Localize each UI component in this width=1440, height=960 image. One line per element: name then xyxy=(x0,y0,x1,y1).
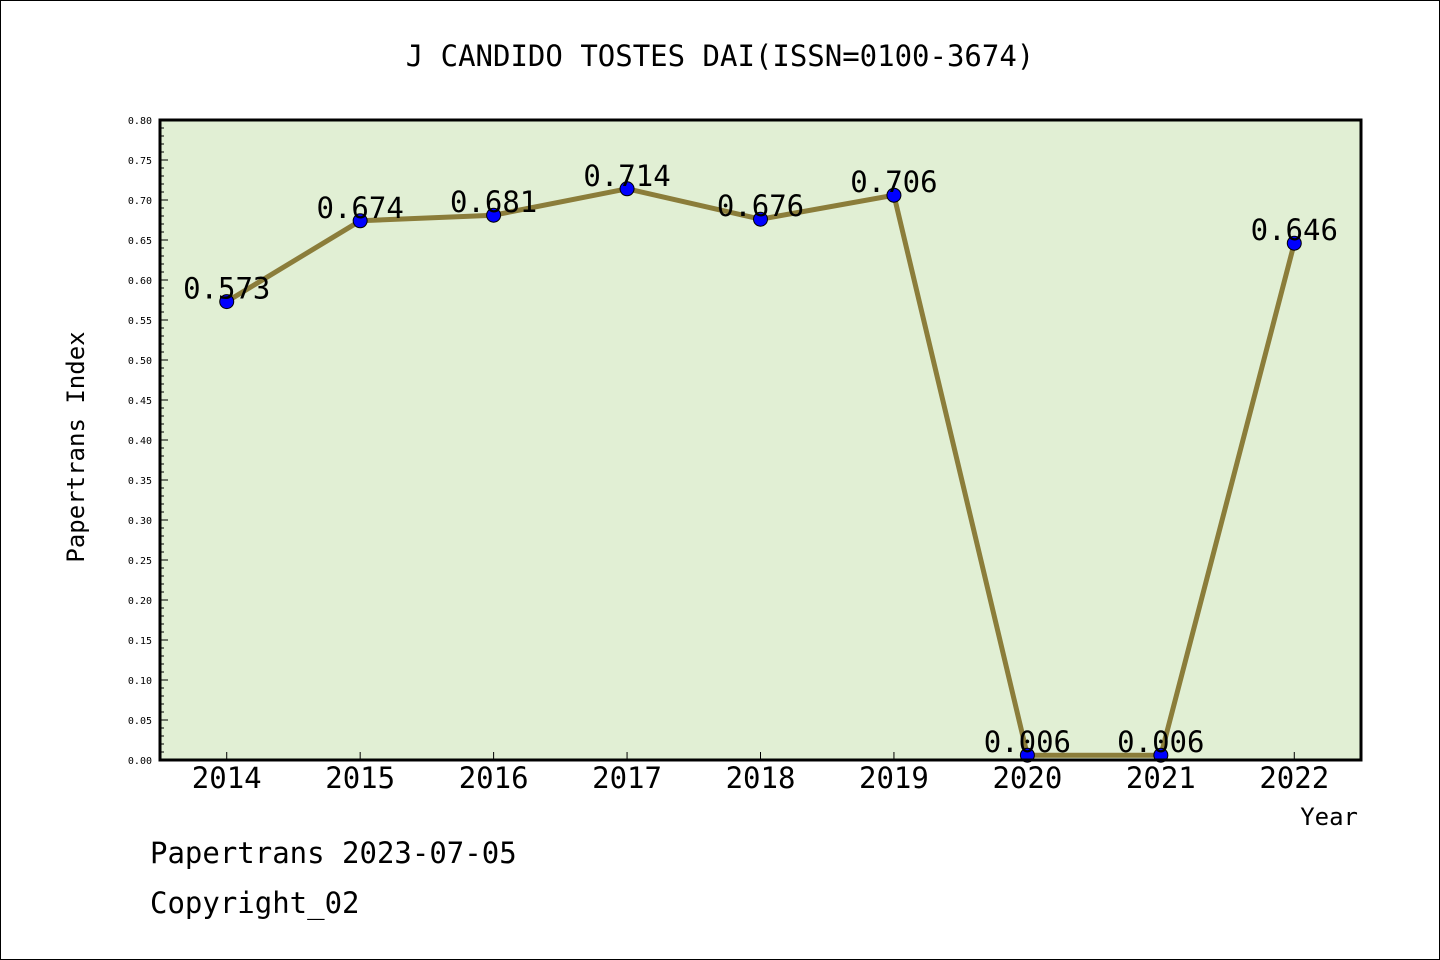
y-tick-label: 0.60 xyxy=(128,276,152,287)
y-tick-label: 0.70 xyxy=(128,196,152,207)
data-label: 0.674 xyxy=(317,191,404,225)
y-tick-label: 0.40 xyxy=(128,436,152,447)
y-tick-label: 0.25 xyxy=(128,556,152,567)
chart-title: J CANDIDO TOSTES DAI(ISSN=0100-3674) xyxy=(406,39,1035,73)
data-label: 0.006 xyxy=(1117,725,1204,759)
data-point xyxy=(619,181,635,197)
footer-date: Papertrans 2023-07-05 xyxy=(150,836,517,870)
data-point xyxy=(352,213,368,229)
x-tick-label: 2021 xyxy=(1126,761,1196,795)
y-tick-label: 0.35 xyxy=(128,476,152,487)
x-tick-label: 2016 xyxy=(459,761,529,795)
y-tick-label: 0.45 xyxy=(128,396,152,407)
y-tick-label: 0.50 xyxy=(128,356,152,367)
x-tick-label: 2014 xyxy=(192,761,262,795)
x-tick-label: 2019 xyxy=(859,761,929,795)
data-point xyxy=(219,294,235,310)
y-tick-label: 0.05 xyxy=(128,716,152,727)
data-label: 0.646 xyxy=(1251,213,1338,247)
y-tick-label: 0.20 xyxy=(128,596,152,607)
y-tick-label: 0.10 xyxy=(128,676,152,687)
x-tick-label: 2020 xyxy=(992,761,1062,795)
footer-copyright: Copyright_02 xyxy=(150,886,360,921)
x-tick-label: 2018 xyxy=(726,761,796,795)
x-tick-label: 2017 xyxy=(592,761,662,795)
data-label: 0.706 xyxy=(850,165,937,199)
data-label: 0.676 xyxy=(717,189,804,223)
x-axis-label: Year xyxy=(1300,803,1358,831)
y-tick-label: 0.65 xyxy=(128,236,152,247)
y-axis-label: Papertrans Index xyxy=(62,331,90,562)
data-point xyxy=(753,211,768,227)
data-point xyxy=(1286,235,1302,251)
y-tick-label: 0.00 xyxy=(128,756,152,767)
y-tick-label: 0.55 xyxy=(128,316,152,327)
x-axis: 2014 2015 2016 2017 2018 2019 2020 2021 2022 xyxy=(192,752,1329,795)
series-line-group xyxy=(219,181,1302,763)
data-label: 0.681 xyxy=(450,185,537,219)
plot-border xyxy=(158,118,1363,762)
data-label-group: 0.573 0.674 0.681 0.714 0.676 0.706 0.006 0.006… xyxy=(183,159,1338,759)
y-tick-label: 0.30 xyxy=(128,516,152,527)
x-tick-label: 2022 xyxy=(1259,761,1329,795)
y-tick-label: 0.15 xyxy=(128,636,152,647)
data-label: 0.714 xyxy=(583,159,670,193)
data-label: 0.573 xyxy=(183,272,270,306)
x-tick-label: 2015 xyxy=(325,761,395,795)
y-tick-label: 0.80 xyxy=(128,116,152,127)
y-tick-label: 0.75 xyxy=(128,156,152,167)
data-label: 0.006 xyxy=(984,725,1071,759)
data-point xyxy=(486,207,502,223)
data-point xyxy=(886,187,902,203)
y-axis: 0.00 0.05 0.10 0.15 0.20 0.25 0.30 0.35 0.40 0.45… xyxy=(128,116,168,767)
